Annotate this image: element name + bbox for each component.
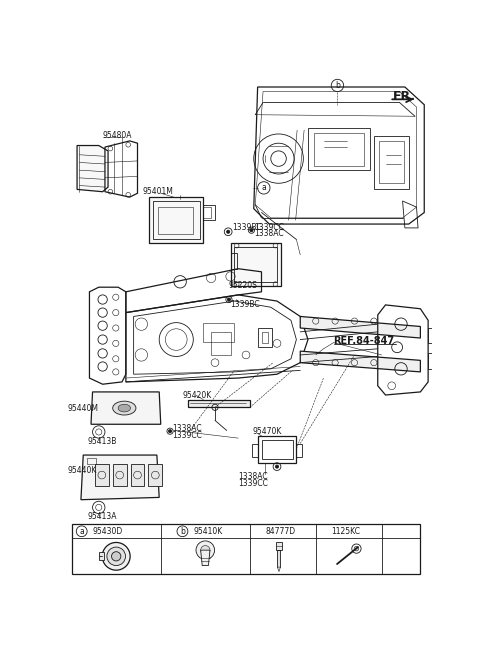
Text: 1339BC: 1339BC	[230, 301, 260, 309]
Polygon shape	[300, 316, 420, 338]
Text: 1339CC: 1339CC	[238, 479, 268, 488]
Bar	[204, 205, 215, 220]
Bar	[262, 332, 268, 343]
Bar	[314, 133, 364, 165]
Ellipse shape	[113, 401, 136, 415]
Text: 95413B: 95413B	[87, 437, 117, 446]
Text: 1339BC: 1339BC	[232, 223, 262, 231]
Bar	[131, 465, 144, 486]
Polygon shape	[277, 567, 280, 572]
Text: 84777D: 84777D	[265, 527, 296, 536]
Circle shape	[276, 465, 278, 468]
Text: b: b	[180, 527, 185, 536]
Bar	[158, 207, 193, 234]
Bar	[204, 207, 211, 218]
Bar	[204, 323, 234, 342]
Bar	[379, 141, 404, 183]
Text: 95413A: 95413A	[87, 512, 117, 521]
Bar	[188, 400, 250, 408]
Bar	[149, 197, 204, 243]
Bar	[428, 328, 434, 343]
Bar	[234, 247, 277, 282]
Text: b: b	[335, 81, 340, 90]
Text: 1338AC: 1338AC	[172, 424, 202, 433]
Circle shape	[102, 542, 130, 570]
Polygon shape	[77, 146, 108, 192]
Text: FR.: FR.	[393, 89, 416, 103]
Text: 95401M: 95401M	[143, 187, 174, 196]
Bar	[113, 465, 127, 486]
Bar	[258, 328, 272, 347]
Text: a: a	[262, 183, 266, 192]
Bar	[296, 443, 302, 457]
Bar	[230, 243, 281, 286]
Bar	[258, 436, 296, 463]
Bar	[99, 553, 104, 560]
Text: 95220S: 95220S	[229, 281, 258, 290]
Text: 95420K: 95420K	[182, 391, 212, 400]
Bar	[211, 332, 230, 355]
Text: 1338AC: 1338AC	[254, 229, 283, 238]
Circle shape	[201, 546, 210, 555]
Text: 1339CC: 1339CC	[172, 430, 202, 439]
Circle shape	[111, 551, 121, 561]
Circle shape	[168, 430, 172, 433]
Polygon shape	[91, 392, 161, 424]
Bar	[153, 201, 200, 240]
Bar	[276, 542, 282, 550]
Text: 95440K: 95440K	[68, 466, 97, 475]
Text: 95480A: 95480A	[103, 131, 132, 140]
Bar	[428, 353, 434, 369]
Text: 1339CC: 1339CC	[254, 223, 284, 231]
Bar	[374, 135, 409, 189]
Ellipse shape	[118, 404, 131, 412]
Text: 95470K: 95470K	[252, 428, 282, 437]
Bar	[230, 253, 237, 269]
Polygon shape	[81, 455, 159, 500]
Circle shape	[196, 541, 215, 559]
Bar	[72, 524, 420, 574]
Text: 95410K: 95410K	[193, 527, 223, 536]
Bar	[252, 443, 258, 457]
Polygon shape	[201, 550, 210, 566]
Polygon shape	[300, 351, 420, 372]
Circle shape	[228, 298, 230, 301]
Bar	[148, 465, 162, 486]
Circle shape	[354, 546, 359, 551]
Bar	[262, 439, 292, 459]
Text: REF.84-847: REF.84-847	[334, 336, 395, 346]
Bar	[87, 458, 96, 465]
Bar	[277, 550, 280, 567]
Text: 1125KC: 1125KC	[331, 527, 360, 536]
Text: 95430D: 95430D	[93, 527, 123, 536]
Text: 95440M: 95440M	[68, 404, 99, 413]
Circle shape	[250, 229, 253, 232]
Text: a: a	[79, 527, 84, 536]
Bar	[308, 128, 370, 170]
Circle shape	[227, 230, 230, 233]
Text: 1338AC: 1338AC	[238, 472, 268, 481]
Bar	[95, 465, 109, 486]
Circle shape	[107, 547, 125, 566]
